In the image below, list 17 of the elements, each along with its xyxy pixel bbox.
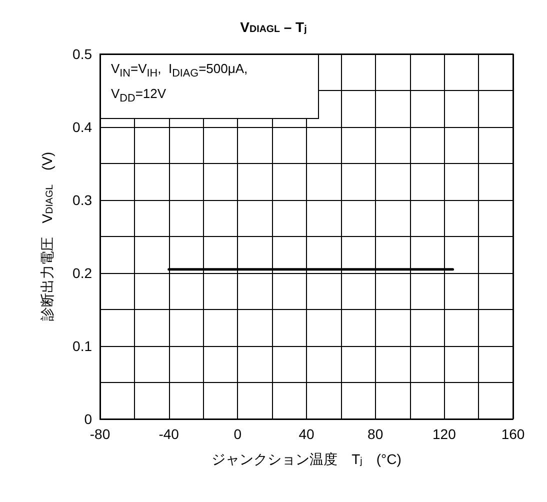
y-tick-label: 0 (84, 411, 92, 427)
x-tick-label: -40 (158, 426, 180, 442)
x-tick-label: 40 (298, 426, 314, 442)
condition-note: V$_{IN}$=V$_{IH}$, I$_{DIAG}$=500μA, V$_{DD}$=12V (100, 54, 319, 120)
x-tick-label: 160 (501, 426, 525, 442)
text: ジャンクション温度 Tj (°C) (212, 450, 402, 468)
y-tick-label: 0.5 (72, 46, 92, 62)
x-tick-label: -80 (90, 426, 110, 442)
x-tick-label: 0 (234, 426, 242, 442)
y-tick-label: 0.1 (72, 338, 92, 354)
x-tick-label: 120 (432, 426, 456, 442)
y-tick-label: 0.3 (72, 192, 92, 208)
chart-title: VDIAGL – Tj (240, 18, 308, 36)
x-tick-label: 80 (368, 426, 384, 442)
y-tick-label: 0.4 (72, 119, 92, 135)
y-tick-label: 0.2 (72, 265, 92, 281)
text: 診断出力電圧 VDIAGL (V) (39, 152, 56, 322)
